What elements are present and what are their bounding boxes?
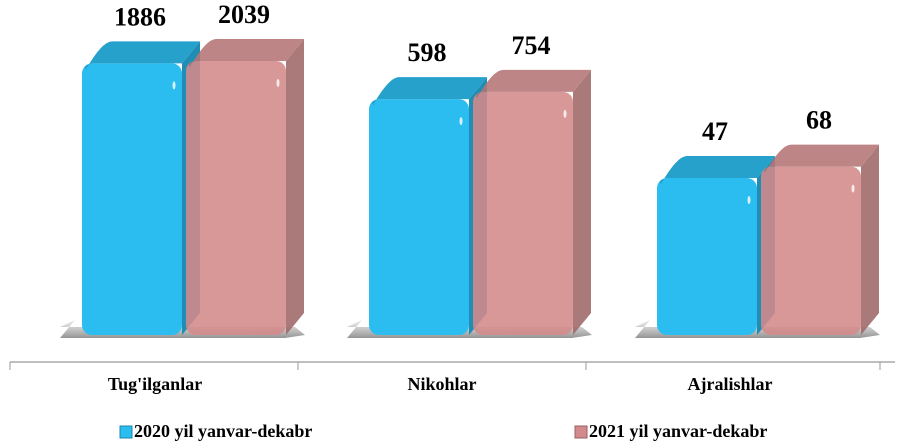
bar-top bbox=[475, 69, 591, 98]
x-tick-label: Tug'ilganlar bbox=[108, 374, 202, 394]
bar bbox=[657, 156, 775, 335]
bar-front bbox=[761, 166, 861, 335]
bar-side bbox=[286, 38, 304, 335]
bar-top bbox=[659, 156, 775, 185]
bar-highlight bbox=[851, 184, 855, 193]
bar bbox=[473, 69, 591, 336]
value-label: 598 bbox=[408, 38, 447, 67]
value-label: 2039 bbox=[218, 0, 270, 29]
bar bbox=[369, 77, 487, 336]
bar-front bbox=[369, 99, 469, 335]
legend-swatch bbox=[574, 425, 588, 439]
bar-highlight bbox=[747, 196, 751, 205]
x-tick-label: Nikohlar bbox=[407, 374, 476, 394]
bar-front bbox=[473, 91, 573, 336]
bar bbox=[186, 38, 304, 335]
bar-top bbox=[84, 41, 200, 70]
legend-label: 2021 yil yanvar-dekabr bbox=[589, 421, 767, 441]
value-label: 754 bbox=[512, 31, 551, 60]
legend-swatch bbox=[119, 425, 133, 439]
bar-front bbox=[186, 60, 286, 335]
x-tick-label: Ajralishlar bbox=[688, 374, 773, 394]
bar bbox=[82, 41, 200, 336]
bar-top bbox=[188, 38, 304, 67]
legend-label: 2020 yil yanvar-dekabr bbox=[134, 421, 312, 441]
bar bbox=[761, 144, 879, 335]
value-label: 1886 bbox=[114, 2, 166, 31]
value-label: 68 bbox=[806, 106, 832, 135]
bar-top bbox=[371, 77, 487, 106]
bar-front bbox=[657, 178, 757, 335]
bar-highlight bbox=[276, 78, 280, 87]
bar-highlight bbox=[459, 117, 463, 126]
bar-top bbox=[763, 144, 879, 173]
value-label: 47 bbox=[702, 117, 728, 146]
bar-side bbox=[573, 69, 591, 336]
bar-highlight bbox=[172, 81, 176, 90]
bar-front bbox=[82, 63, 182, 336]
bar-highlight bbox=[563, 109, 567, 118]
bar-side bbox=[861, 144, 879, 335]
